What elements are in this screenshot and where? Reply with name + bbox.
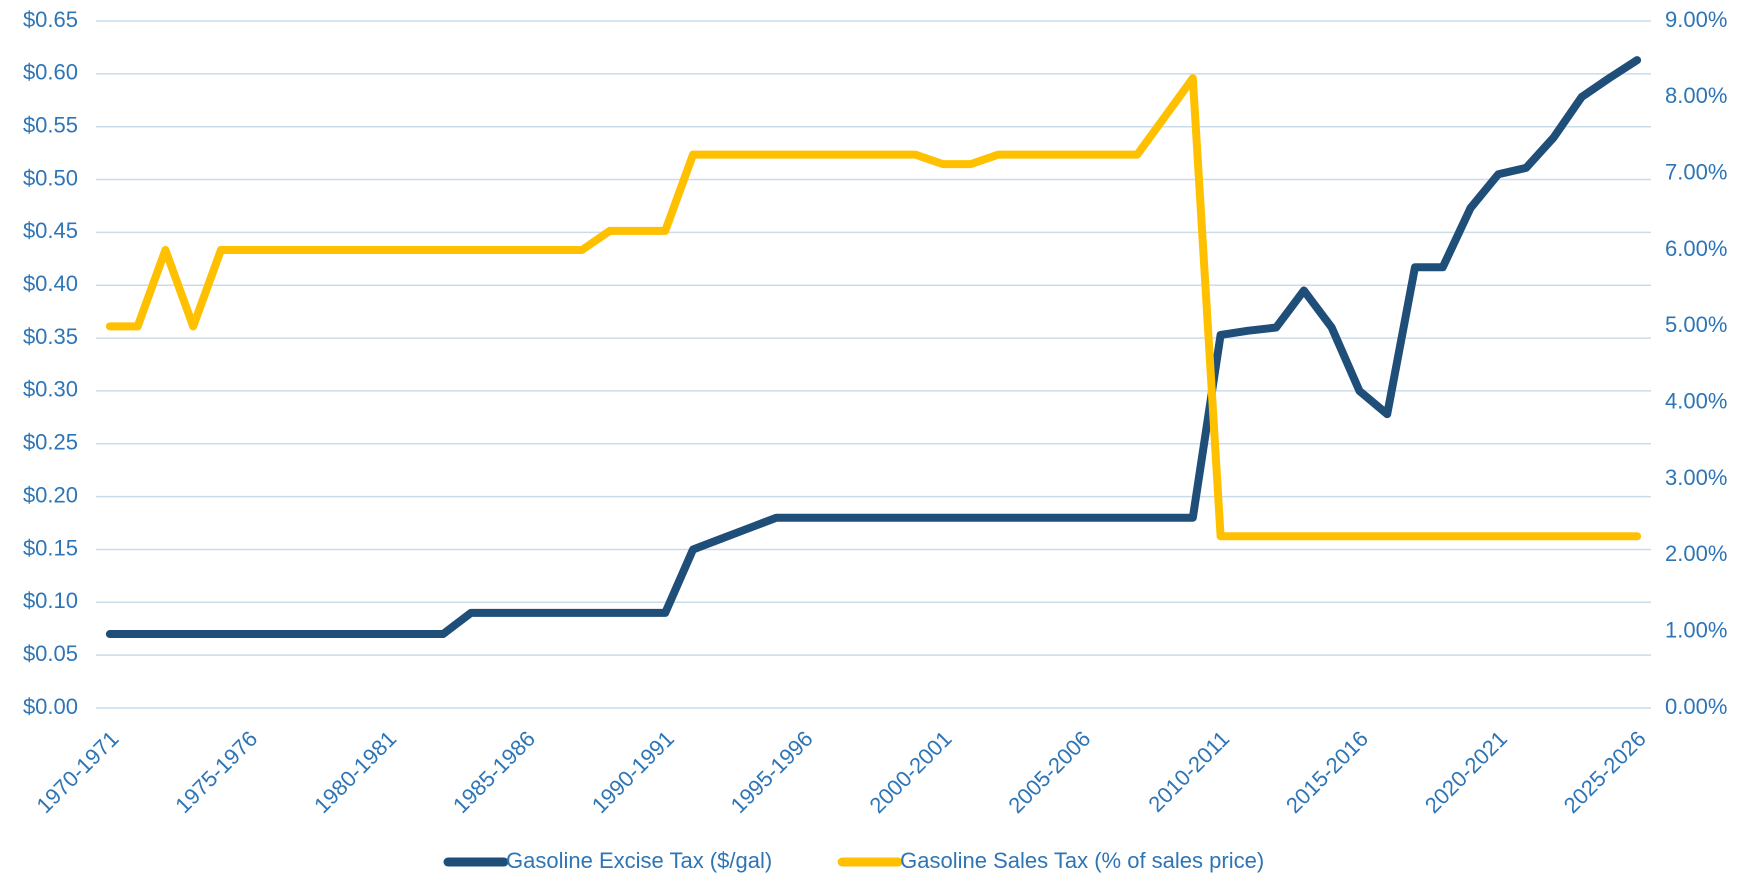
x-tick-label: 2005-2006 xyxy=(1003,726,1095,818)
y-tick-label: $0.65 xyxy=(23,7,78,32)
y-tick-label: $0.60 xyxy=(23,60,78,85)
y-tick-label: $0.50 xyxy=(23,165,78,190)
x-tick-label: 1990-1991 xyxy=(587,726,679,818)
y-tick-label: $0.20 xyxy=(23,482,78,507)
y2-tick-label: 1.00% xyxy=(1665,617,1727,642)
y2-tick-label: 5.00% xyxy=(1665,312,1727,337)
x-tick-label: 2015-2016 xyxy=(1281,726,1373,818)
y-tick-label: $0.05 xyxy=(23,641,78,666)
y2-tick-label: 3.00% xyxy=(1665,465,1727,490)
x-tick-label: 2025-2026 xyxy=(1559,726,1651,818)
y2-tick-label: 6.00% xyxy=(1665,236,1727,261)
x-tick-label: 2000-2001 xyxy=(864,726,956,818)
x-tick-label: 2010-2011 xyxy=(1143,726,1234,817)
y-tick-label: $0.45 xyxy=(23,218,78,243)
legend-label: Gasoline Sales Tax (% of sales price) xyxy=(900,848,1264,873)
legend-label: Gasoline Excise Tax ($/gal) xyxy=(506,848,772,873)
x-tick-label: 2020-2021 xyxy=(1420,726,1512,818)
y-tick-label: $0.35 xyxy=(23,324,78,349)
y2-tick-label: 4.00% xyxy=(1665,388,1727,413)
series-line xyxy=(105,56,1642,639)
y-tick-label: $0.30 xyxy=(23,377,78,402)
x-tick-label: 1970-1971 xyxy=(31,726,123,818)
x-tick-label: 1995-1996 xyxy=(726,726,818,818)
y-tick-label: $0.10 xyxy=(23,588,78,613)
y2-tick-label: 0.00% xyxy=(1665,694,1727,719)
y2-tick-label: 8.00% xyxy=(1665,83,1727,108)
series-line xyxy=(105,74,1642,541)
y-tick-label: $0.40 xyxy=(23,271,78,296)
x-tick-label: 1985-1986 xyxy=(448,726,540,818)
x-tick-label: 1980-1981 xyxy=(309,726,401,818)
y2-tick-label: 2.00% xyxy=(1665,541,1727,566)
y-tick-label: $0.00 xyxy=(23,694,78,719)
y2-tick-label: 7.00% xyxy=(1665,159,1727,184)
y-tick-label: $0.15 xyxy=(23,535,78,560)
y-tick-label: $0.55 xyxy=(23,113,78,138)
x-tick-label: 1975-1976 xyxy=(170,726,262,818)
y2-tick-label: 9.00% xyxy=(1665,7,1727,32)
y-tick-label: $0.25 xyxy=(23,430,78,455)
